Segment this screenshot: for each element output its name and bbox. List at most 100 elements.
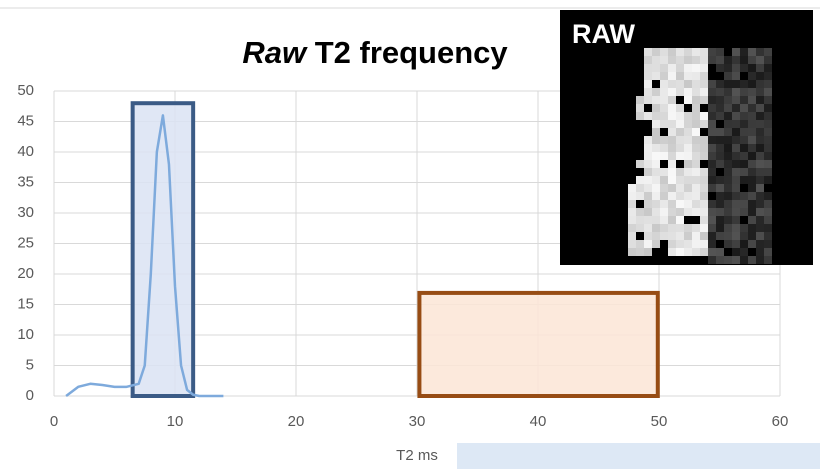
inset-pixel: [692, 232, 700, 240]
inset-pixel: [732, 208, 740, 216]
inset-pixel: [692, 48, 700, 56]
inset-pixel: [732, 96, 740, 104]
inset-pixel: [740, 136, 748, 144]
inset-pixel: [652, 128, 660, 136]
inset-pixel: [668, 152, 676, 160]
inset-pixel: [740, 80, 748, 88]
x-tick-label: 30: [409, 413, 426, 430]
inset-pixel: [732, 184, 740, 192]
inset-pixel: [756, 256, 764, 264]
inset-pixel: [692, 64, 700, 72]
inset-pixel: [748, 232, 756, 240]
x-tick-label: 0: [50, 413, 58, 430]
x-tick-label: 60: [772, 413, 789, 430]
inset-pixel: [732, 112, 740, 120]
inset-pixel: [684, 88, 692, 96]
inset-pixel: [748, 136, 756, 144]
inset-pixel: [684, 56, 692, 64]
inset-pixel: [636, 192, 644, 200]
inset-pixel: [644, 72, 652, 80]
inset-pixel: [724, 112, 732, 120]
inset-pixel: [628, 216, 636, 224]
inset-pixel: [644, 216, 652, 224]
inset-pixel: [708, 240, 716, 248]
inset-pixel: [660, 72, 668, 80]
inset-pixel: [700, 64, 708, 72]
inset-pixel: [700, 144, 708, 152]
x-axis-label: T2 ms: [396, 447, 438, 464]
inset-pixel: [692, 136, 700, 144]
inset-pixel: [676, 240, 684, 248]
inset-pixel: [740, 208, 748, 216]
inset-pixel: [740, 64, 748, 72]
inset-pixel: [708, 112, 716, 120]
inset-pixel: [724, 240, 732, 248]
inset-pixel: [692, 240, 700, 248]
inset-pixel: [764, 96, 772, 104]
inset-pixel: [732, 128, 740, 136]
inset-pixel: [644, 200, 652, 208]
inset-pixel: [740, 232, 748, 240]
inset-pixel: [652, 56, 660, 64]
inset-pixel: [692, 112, 700, 120]
inset-pixel: [668, 200, 676, 208]
inset-pixel: [636, 216, 644, 224]
inset-pixel: [644, 112, 652, 120]
inset-pixel: [652, 48, 660, 56]
inset-pixel: [644, 248, 652, 256]
inset-pixel: [748, 152, 756, 160]
inset-pixel: [700, 112, 708, 120]
inset-pixel: [668, 224, 676, 232]
inset-pixel: [756, 80, 764, 88]
inset-pixel: [660, 48, 668, 56]
y-tick-label: 40: [17, 143, 34, 160]
inset-pixel: [724, 56, 732, 64]
inset-pixel: [764, 112, 772, 120]
inset-pixel: [660, 56, 668, 64]
inset-pixel: [668, 72, 676, 80]
inset-pixel: [716, 176, 724, 184]
inset-pixel: [724, 128, 732, 136]
inset-pixel: [724, 176, 732, 184]
inset-pixel: [676, 80, 684, 88]
inset-pixel: [692, 160, 700, 168]
title-emphasis: Raw: [242, 35, 308, 70]
y-tick-label: 25: [17, 234, 34, 251]
inset-pixel: [732, 152, 740, 160]
inset-pixel: [644, 96, 652, 104]
inset-pixel: [692, 120, 700, 128]
inset-pixel: [700, 184, 708, 192]
inset-pixel: [684, 248, 692, 256]
inset-pixel: [692, 128, 700, 136]
inset-pixel: [724, 88, 732, 96]
inset-pixel: [684, 200, 692, 208]
inset-pixel: [692, 192, 700, 200]
inset-pixel: [764, 88, 772, 96]
inset-pixel: [668, 80, 676, 88]
inset-pixel: [756, 48, 764, 56]
inset-pixel: [716, 216, 724, 224]
inset-pixel: [748, 160, 756, 168]
inset-pixel: [660, 184, 668, 192]
inset-pixel: [676, 72, 684, 80]
inset-pixel: [644, 88, 652, 96]
inset-pixel: [644, 240, 652, 248]
inset-pixel: [756, 120, 764, 128]
inset-pixel: [748, 128, 756, 136]
inset-pixel: [652, 232, 660, 240]
inset-pixel: [716, 56, 724, 64]
inset-pixel: [756, 144, 764, 152]
inset-pixel: [684, 184, 692, 192]
inset-pixel: [636, 240, 644, 248]
inset-pixel: [684, 240, 692, 248]
inset-pixel: [684, 224, 692, 232]
inset-pixel: [740, 112, 748, 120]
inset-pixel: [652, 184, 660, 192]
inset-pixel: [732, 144, 740, 152]
inset-pixel: [756, 160, 764, 168]
inset-pixel: [756, 224, 764, 232]
inset-pixel: [748, 72, 756, 80]
inset-pixel: [660, 208, 668, 216]
inset-pixel: [636, 160, 644, 168]
inset-pixel: [700, 168, 708, 176]
